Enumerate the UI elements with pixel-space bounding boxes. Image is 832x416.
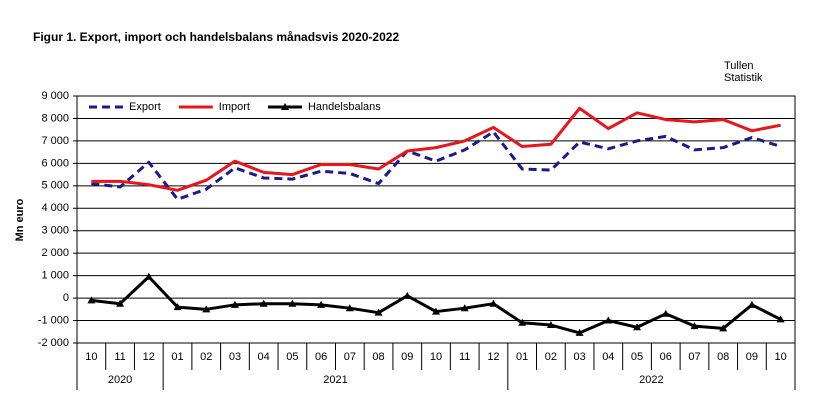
- point-marker: [432, 307, 440, 315]
- point-marker: [690, 322, 699, 330]
- chart-title: Figur 1. Export, import och handelsbalan…: [33, 30, 399, 44]
- x-group-label: 2022: [639, 374, 663, 386]
- y-tick-label: -2 000: [38, 337, 69, 349]
- y-tick-label: 0: [63, 292, 69, 304]
- x-tick-label: 03: [573, 351, 585, 363]
- y-tick-label: 6 000: [41, 157, 69, 169]
- x-tick-label: 07: [688, 351, 700, 363]
- y-tick-label: 3 000: [41, 225, 69, 237]
- point-marker: [116, 299, 125, 307]
- x-tick-label: 10: [430, 351, 442, 363]
- legend-label: Handelsbalans: [308, 101, 381, 113]
- x-tick-label: 06: [315, 351, 327, 363]
- legend-label: Import: [219, 101, 250, 113]
- y-tick-label: 4 000: [41, 202, 69, 214]
- x-tick-label: 09: [746, 351, 758, 363]
- x-tick-label: 05: [286, 351, 298, 363]
- y-tick-label: 2 000: [41, 247, 69, 259]
- point-marker: [575, 328, 584, 336]
- point-marker: [403, 291, 412, 299]
- point-marker: [259, 299, 268, 307]
- x-tick-label: 09: [401, 351, 413, 363]
- point-marker: [230, 300, 239, 308]
- x-tick-label: 01: [516, 351, 528, 363]
- point-marker: [345, 304, 354, 312]
- x-tick-label: 06: [660, 351, 672, 363]
- point-marker: [661, 309, 670, 317]
- x-tick-label: 04: [602, 351, 614, 363]
- y-tick-label: -1 000: [38, 314, 69, 326]
- x-group-label: 2020: [108, 374, 132, 386]
- y-tick-label: 8 000: [41, 112, 69, 124]
- y-tick-label: 7 000: [41, 135, 69, 147]
- x-tick-label: 10: [775, 351, 787, 363]
- point-marker: [776, 315, 785, 323]
- x-tick-label: 10: [85, 351, 97, 363]
- series-line: [91, 275, 782, 335]
- x-tick-label: 02: [545, 351, 557, 363]
- series-line: [91, 106, 781, 192]
- x-tick-label: 12: [487, 351, 499, 363]
- x-tick-label: 08: [372, 351, 384, 363]
- x-tick-label: 03: [229, 351, 241, 363]
- point-marker: [202, 305, 211, 313]
- legend-marker: [280, 103, 289, 110]
- point-marker: [518, 318, 527, 326]
- y-tick-label: 9 000: [41, 90, 69, 102]
- plot-frame: [76, 95, 796, 344]
- point-marker: [489, 299, 498, 307]
- point-marker: [288, 299, 297, 307]
- point-marker: [460, 304, 469, 312]
- x-group-label: 2021: [323, 374, 347, 386]
- point-marker: [173, 303, 182, 311]
- x-tick-label: 11: [459, 351, 470, 363]
- x-tick-label: 08: [717, 351, 729, 363]
- x-tick-label: 05: [631, 351, 643, 363]
- x-tick-label: 04: [258, 351, 270, 363]
- point-marker: [719, 324, 728, 332]
- source: Statistik: [724, 72, 763, 84]
- x-tick-label: 01: [171, 351, 183, 363]
- y-tick-label: 5 000: [41, 180, 69, 192]
- series-line: [91, 130, 782, 201]
- y-axis-label: Mn euro: [14, 198, 26, 241]
- x-tick-label: 02: [200, 351, 212, 363]
- legend-label: Export: [129, 101, 161, 113]
- y-tick-label: 1 000: [41, 270, 69, 282]
- point-marker: [144, 272, 153, 280]
- source: Tullen: [724, 60, 754, 72]
- x-tick-label: 12: [143, 351, 155, 363]
- point-marker: [317, 300, 326, 308]
- point-marker: [604, 316, 613, 324]
- point-marker: [546, 321, 555, 329]
- point-marker: [87, 296, 96, 304]
- x-tick-label: 11: [114, 351, 125, 363]
- x-tick-label: 07: [344, 351, 356, 363]
- point-marker: [633, 323, 642, 331]
- point-marker: [374, 308, 383, 316]
- point-marker: [747, 300, 756, 308]
